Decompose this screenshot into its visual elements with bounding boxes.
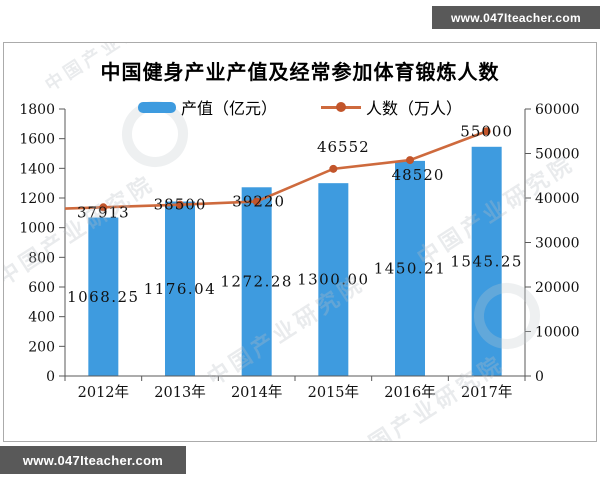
point-value-label: 37913 [77,203,130,221]
legend-item-bar-series: 产值（亿元） [137,95,277,119]
chart-container: 中国产业研究院 中国产业研究院 中国产业研究院 中国产业研究院 中国产业研究院 … [3,42,597,442]
bar-value-label: 1545.25 [450,252,523,270]
bar [318,183,349,376]
point-value-label: 39220 [232,192,285,210]
line-series-swatch-icon [321,101,361,113]
line-marker [406,156,414,165]
bar-series-swatch-icon [137,101,176,113]
bar-value-label: 1450.21 [374,259,447,277]
y-axis-left-tick-label: 1600 [19,132,55,148]
y-axis-left-tick-label: 400 [28,310,55,326]
y-axis-right-tick-label: 10000 [535,325,580,341]
point-value-label: 46552 [317,138,370,156]
y-axis-right-tick-label: 30000 [535,236,580,252]
legend-item-line-series: 人数（万人） [321,95,462,119]
y-axis-left-tick-label: 800 [28,250,55,266]
chart-legend: 产值（亿元） 人数（万人） [4,95,596,119]
legend-label-line-series: 人数（万人） [366,101,463,118]
bar-value-label: 1272.28 [220,273,293,291]
x-axis-tick-label: 2015年 [308,384,359,401]
point-value-label: 38500 [154,196,207,214]
x-axis-tick-label: 2017年 [461,384,512,401]
bar [395,160,425,376]
y-axis-left-tick-label: 600 [28,280,55,296]
watermark-banner-bottom: www.047Iteacher.com [0,446,186,474]
bar-value-label: 1300.00 [297,271,370,289]
x-axis-tick-label: 2016年 [384,384,435,401]
bar [241,187,272,376]
legend-label-bar-series: 产值（亿元） [180,101,277,118]
banner-top-text: www.047Iteacher.com [451,10,581,25]
bar [165,201,195,376]
y-axis-left-tick-label: 1400 [19,161,55,177]
x-axis-tick-label: 2012年 [78,384,129,401]
y-axis-right-tick-label: 0 [535,369,544,385]
line-marker [176,200,184,209]
point-value-label: 55000 [460,122,513,140]
x-axis-tick-label: 2013年 [154,384,205,401]
y-axis-left-tick-label: 0 [46,369,55,385]
bar [471,146,502,376]
line-marker [329,164,338,173]
y-axis-left-tick-label: 1800 [19,102,55,118]
y-axis-right-tick-label: 20000 [535,280,580,296]
line-marker [99,203,108,212]
banner-bottom-text: www.047Iteacher.com [22,452,164,468]
y-axis-left-tick-label: 1000 [19,221,55,237]
y-axis-right-tick-label: 50000 [535,147,580,163]
y-axis-right-tick-label: 60000 [535,102,580,118]
y-axis-right-tick-label: 40000 [535,191,580,207]
point-value-label: 48520 [392,166,445,184]
y-axis-left-tick-label: 1200 [19,191,55,207]
x-axis-tick-label: 2014年 [231,384,282,401]
y-axis-left-tick-label: 200 [28,339,55,355]
watermark-banner-top: www.047Iteacher.com [432,6,600,29]
bar-value-label: 1176.04 [144,280,217,298]
chart-title: 中国健身产业产值及经常参加体育锻炼人数 [100,62,500,84]
bar [88,217,119,376]
line-marker [252,197,261,206]
line-marker [482,127,491,136]
bar-value-label: 1068.25 [67,288,140,306]
